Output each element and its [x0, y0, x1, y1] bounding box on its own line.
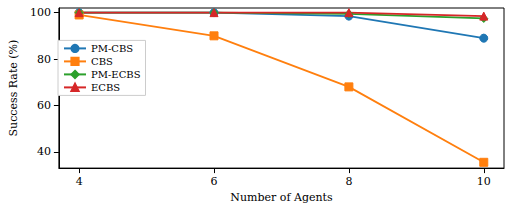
svg-text:6: 6: [211, 175, 218, 188]
svg-text:10: 10: [477, 175, 491, 188]
svg-text:CBS: CBS: [91, 56, 113, 67]
svg-text:PM-ECBS: PM-ECBS: [91, 69, 141, 80]
svg-text:60: 60: [37, 99, 51, 112]
svg-text:100: 100: [30, 6, 51, 19]
svg-text:4: 4: [76, 175, 83, 188]
svg-text:Success Rate (%): Success Rate (%): [7, 40, 20, 137]
svg-text:ECBS: ECBS: [91, 82, 120, 93]
svg-text:8: 8: [345, 175, 352, 188]
svg-text:40: 40: [37, 145, 51, 158]
svg-text:80: 80: [37, 53, 51, 66]
svg-text:Number of Agents: Number of Agents: [230, 191, 333, 204]
svg-text:PM-CBS: PM-CBS: [91, 43, 133, 54]
